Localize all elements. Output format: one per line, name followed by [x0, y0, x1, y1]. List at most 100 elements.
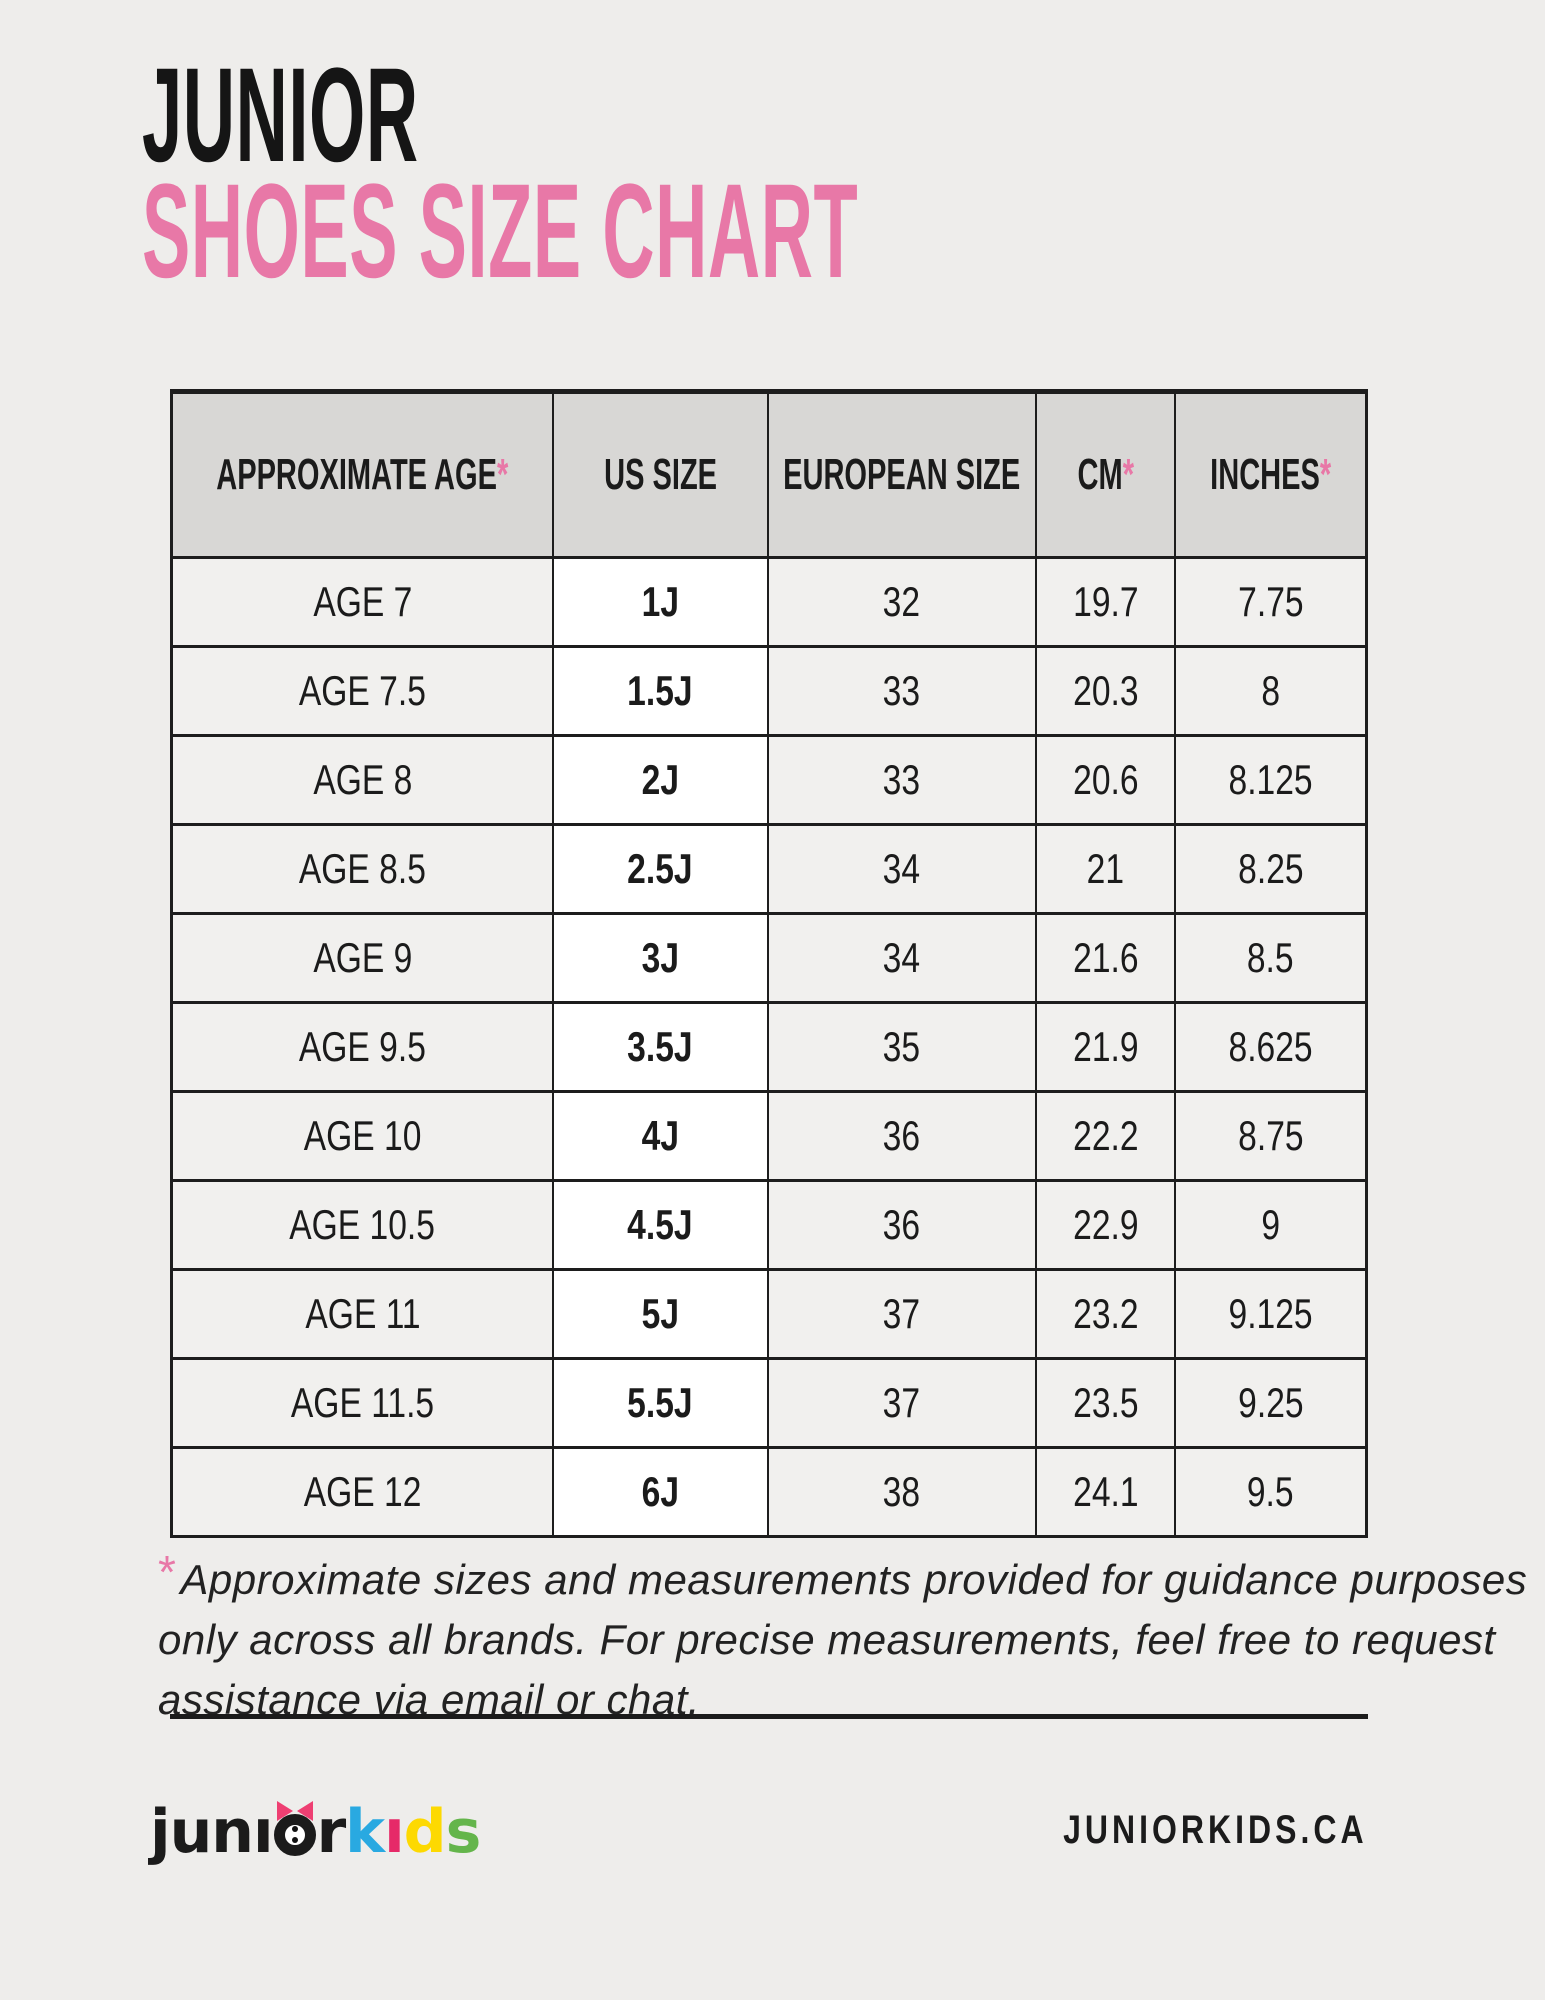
table-cell-cm: 22.9 — [1034, 1182, 1174, 1268]
table-cell-inches: 8.125 — [1174, 737, 1365, 823]
juniorkids-logo: junı rkıds — [150, 1782, 482, 1882]
table-cell-european-size: 36 — [766, 1182, 1035, 1268]
table-cell-inches: 9.125 — [1174, 1271, 1365, 1357]
table-cell-cm: 19.7 — [1034, 559, 1174, 645]
table-row: AGE 12 6J 38 24.1 9.5 — [173, 1446, 1365, 1535]
table-cell-inches: 8.5 — [1174, 915, 1365, 1001]
table-cell-us-size: 3J — [552, 915, 767, 1001]
footnote-text: Approximate sizes and measurements provi… — [180, 1556, 1528, 1603]
table-cell-european-size: 33 — [766, 648, 1035, 734]
table-row: AGE 7 1J 32 19.7 7.75 — [173, 556, 1365, 645]
table-cell-european-size: 32 — [766, 559, 1035, 645]
header-label: CM — [1077, 450, 1123, 499]
header-cell-approximate-age: APPROXIMATE AGE* — [173, 394, 553, 556]
table-cell-cm: 23.5 — [1034, 1360, 1174, 1446]
footnote-line: assistance via email or chat. — [158, 1676, 701, 1723]
table-row: AGE 11.5 5.5J 37 23.5 9.25 — [173, 1357, 1365, 1446]
header-label: INCHES — [1210, 450, 1320, 499]
table-cell-cm: 21 — [1034, 826, 1174, 912]
pink-asterisk: * — [1122, 450, 1134, 499]
table-body: AGE 7 1J 32 19.7 7.75 AGE 7.5 1.5J 33 20… — [173, 556, 1365, 1535]
table-row: AGE 10 4J 36 22.2 8.75 — [173, 1090, 1365, 1179]
table-row: AGE 7.5 1.5J 33 20.3 8 — [173, 645, 1365, 734]
table-cell-inches: 8.625 — [1174, 1004, 1365, 1090]
table-cell-inches: 7.75 — [1174, 559, 1365, 645]
table-cell-age: AGE 7.5 — [299, 667, 427, 714]
table-row: AGE 8.5 2.5J 34 21 8.25 — [173, 823, 1365, 912]
table-cell-cm: 23.2 — [1034, 1271, 1174, 1357]
table-cell-us-size: 5J — [552, 1271, 767, 1357]
table-cell-us-size: 6J — [552, 1449, 767, 1535]
table-cell-age: AGE 11.5 — [290, 1379, 435, 1426]
table-cell-inches: 8 — [1174, 648, 1365, 734]
table-cell-us-size: 4J — [552, 1093, 767, 1179]
table-cell-european-size: 35 — [766, 1004, 1035, 1090]
header-label: APPROXIMATE AGE — [216, 450, 498, 499]
website-url: JUNIORKIDS.CA — [1063, 1808, 1368, 1852]
logo-text-i2: ı — [384, 1797, 405, 1867]
logo-text-i: ı — [253, 1797, 274, 1867]
table-cell-inches: 9 — [1174, 1182, 1365, 1268]
header-label: EUROPEAN SIZE — [783, 450, 1021, 499]
table-row: AGE 9.5 3.5J 35 21.9 8.625 — [173, 1001, 1365, 1090]
table-cell-age: AGE 8 — [313, 756, 413, 803]
table-cell-age: AGE 11 — [304, 1290, 421, 1337]
header-label: US SIZE — [603, 450, 717, 499]
table-cell-european-size: 37 — [766, 1271, 1035, 1357]
table-cell-cm: 24.1 — [1034, 1449, 1174, 1535]
table-cell-cm: 22.2 — [1034, 1093, 1174, 1179]
table-cell-age: AGE 12 — [303, 1468, 422, 1515]
table-header-row: APPROXIMATE AGE* US SIZE EUROPEAN SIZE C… — [173, 394, 1365, 556]
page-title-line2: SHOES SIZE CHART — [142, 157, 859, 306]
logo-o-buttons — [291, 1826, 298, 1832]
bow-icon — [276, 1801, 313, 1821]
table-cell-european-size: 34 — [766, 826, 1035, 912]
table-cell-age: AGE 10 — [303, 1112, 422, 1159]
footnote-line: *Approximate sizes and measurements prov… — [158, 1546, 1527, 1610]
header-cell-inches: INCHES* — [1174, 394, 1365, 556]
footer-divider — [170, 1714, 1368, 1719]
table-cell-cm: 21.9 — [1034, 1004, 1174, 1090]
logo-text-d: d — [403, 1797, 447, 1867]
table-cell-us-size: 1J — [552, 559, 767, 645]
logo-text-s: s — [445, 1797, 482, 1867]
table-cell-age: AGE 7 — [313, 578, 413, 625]
logo-text-k: k — [345, 1797, 385, 1867]
footnote: *Approximate sizes and measurements prov… — [158, 1546, 1527, 1730]
table-cell-european-size: 33 — [766, 737, 1035, 823]
table-row: AGE 11 5J 37 23.2 9.125 — [173, 1268, 1365, 1357]
table-cell-age: AGE 9 — [313, 934, 413, 981]
table-row: AGE 10.5 4.5J 36 22.9 9 — [173, 1179, 1365, 1268]
table-cell-us-size: 1.5J — [552, 648, 767, 734]
table-cell-inches: 8.25 — [1174, 826, 1365, 912]
table-cell-age: AGE 9.5 — [299, 1023, 427, 1070]
table-cell-us-size: 3.5J — [552, 1004, 767, 1090]
table-row: AGE 8 2J 33 20.6 8.125 — [173, 734, 1365, 823]
header-cell-european-size: EUROPEAN SIZE — [766, 394, 1035, 556]
table-cell-inches: 9.25 — [1174, 1360, 1365, 1446]
table-cell-european-size: 37 — [766, 1360, 1035, 1446]
table-cell-us-size: 4.5J — [552, 1182, 767, 1268]
logo-owl-o-icon — [273, 1801, 316, 1856]
table-cell-inches: 9.5 — [1174, 1449, 1365, 1535]
pink-asterisk: * — [1319, 450, 1332, 499]
table-cell-inches: 8.75 — [1174, 1093, 1365, 1179]
table-row: AGE 9 3J 34 21.6 8.5 — [173, 912, 1365, 1001]
table-cell-european-size: 34 — [766, 915, 1035, 1001]
footnote-line: only across all brands. For precise meas… — [158, 1616, 1496, 1663]
pink-asterisk: * — [497, 450, 509, 499]
pink-asterisk: * — [158, 1546, 177, 1598]
logo-text-jun: jun — [150, 1797, 254, 1867]
table-cell-cm: 20.3 — [1034, 648, 1174, 734]
table-cell-us-size: 2.5J — [552, 826, 767, 912]
table-cell-cm: 20.6 — [1034, 737, 1174, 823]
table-cell-european-size: 36 — [766, 1093, 1035, 1179]
size-chart-table: APPROXIMATE AGE* US SIZE EUROPEAN SIZE C… — [170, 389, 1368, 1538]
table-cell-us-size: 5.5J — [552, 1360, 767, 1446]
table-cell-us-size: 2J — [552, 737, 767, 823]
table-cell-age: AGE 8.5 — [299, 845, 427, 892]
table-cell-european-size: 38 — [766, 1449, 1035, 1535]
page-title-line1: JUNIOR — [142, 41, 419, 190]
table-cell-cm: 21.6 — [1034, 915, 1174, 1001]
